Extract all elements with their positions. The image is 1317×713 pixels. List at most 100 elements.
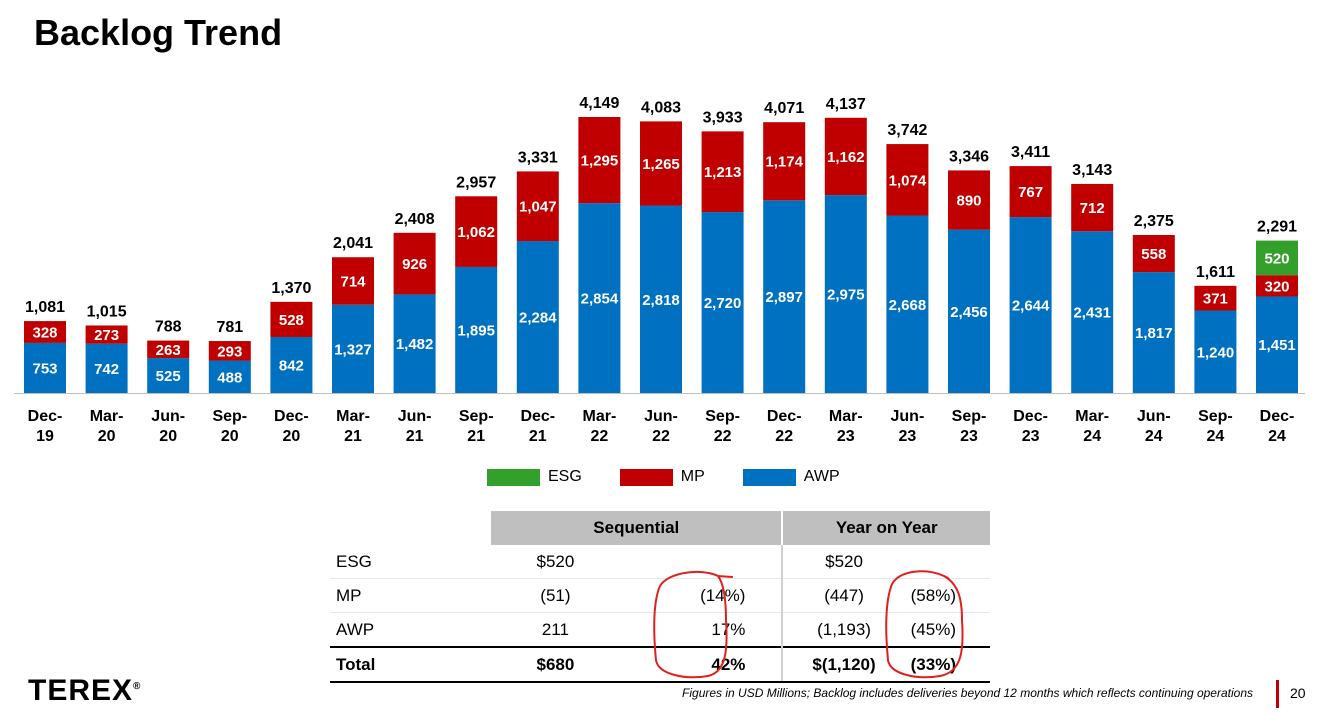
seq-value: $520 — [490, 545, 621, 579]
legend-swatch-mp — [619, 468, 673, 486]
data-label-awp-sep-22: 2,720 — [704, 295, 742, 312]
data-label-mp-dec-24: 320 — [1264, 278, 1289, 295]
bar-mp-dec-20 — [270, 301, 313, 337]
seq-value: $680 — [490, 646, 621, 683]
x-tick-label-year: 24 — [1083, 428, 1101, 445]
data-label-awp-dec-23: 2,644 — [1012, 298, 1050, 315]
total-label-jun-23: 3,742 — [887, 122, 927, 139]
backlog-bar-chart: 753 328 1,081 Dec- 19 742 273 1,015 Mar- 20 525 263… — [14, 95, 1305, 445]
summary-table: Sequential Year on Year ESG $520 $520 MP… — [330, 511, 990, 683]
bar-awp-sep-23 — [948, 229, 990, 393]
x-tick-label-year: 20 — [221, 428, 239, 445]
data-label-mp-jun-23: 1,074 — [889, 172, 927, 189]
data-label-mp-sep-21: 1,062 — [457, 224, 495, 241]
x-tick-label-year: 22 — [714, 428, 732, 445]
bar-mp-dec-23 — [1009, 166, 1052, 218]
data-label-mp-sep-20: 293 — [217, 343, 242, 360]
seq-pct: 42% — [620, 646, 784, 683]
seq-value: (51) — [490, 578, 621, 613]
seq-pct — [620, 545, 784, 579]
bar-mp-sep-24 — [1194, 285, 1237, 311]
bar-awp-dec-21 — [516, 241, 559, 393]
bar-mp-jun-23 — [886, 144, 929, 216]
bar-awp-mar-21 — [332, 304, 374, 393]
legend-item-esg: ESG — [487, 468, 582, 486]
x-tick-label-month: Jun- — [644, 408, 678, 425]
legend-item-mp: MP — [619, 468, 705, 486]
data-label-awp-jun-21: 1,482 — [396, 336, 434, 353]
total-label-sep-23: 3,346 — [949, 148, 989, 165]
x-tick-label-year: 24 — [1207, 428, 1225, 445]
bar-awp-sep-20 — [208, 360, 251, 393]
bar-awp-mar-20 — [85, 343, 128, 393]
bar-mp-mar-23 — [824, 117, 867, 196]
bar-awp-sep-24 — [1194, 310, 1237, 393]
seq-pct: (14%) — [620, 578, 784, 613]
total-label-mar-22: 4,149 — [579, 95, 619, 112]
bar-awp-dec-22 — [763, 200, 806, 393]
data-label-awp-jun-23: 2,668 — [889, 297, 927, 314]
bar-mp-jun-24 — [1132, 235, 1175, 273]
bar-mp-dec-19 — [24, 321, 66, 343]
yoy-pct: (58%) — [904, 578, 990, 613]
data-label-awp-mar-20: 742 — [94, 361, 119, 378]
data-label-mp-jun-22: 1,265 — [642, 156, 680, 173]
x-tick-label-month: Dec- — [274, 408, 309, 425]
data-label-awp-jun-22: 2,818 — [642, 292, 680, 309]
x-tick-label-month: Mar- — [90, 408, 124, 425]
data-label-mp-sep-24: 371 — [1203, 291, 1228, 308]
bar-mp-mar-20 — [85, 325, 128, 344]
total-label-dec-21: 3,331 — [518, 149, 558, 166]
data-label-mp-mar-24: 712 — [1080, 200, 1105, 217]
x-tick-label-month: Sep- — [1198, 408, 1233, 425]
data-label-mp-dec-20: 528 — [279, 312, 304, 329]
x-tick-label-month: Mar- — [336, 408, 370, 425]
data-label-awp-jun-24: 1,817 — [1135, 325, 1173, 342]
data-label-awp-mar-21: 1,327 — [334, 341, 372, 358]
data-label-awp-mar-24: 2,431 — [1073, 305, 1111, 322]
page-number: 20 — [1290, 685, 1306, 701]
data-label-awp-jun-20: 525 — [156, 368, 181, 385]
summary-header-yoy: Year on Year — [782, 511, 990, 545]
bar-awp-mar-23 — [824, 195, 867, 393]
x-tick-label-month: Sep- — [705, 408, 740, 425]
seq-value: 211 — [490, 612, 621, 648]
data-label-mp-dec-21: 1,047 — [519, 199, 557, 216]
seq-pct: 17% — [620, 612, 784, 648]
yoy-value: $(1,120) — [782, 646, 905, 683]
bar-awp-jun-20 — [147, 358, 190, 393]
data-label-mp-dec-19: 328 — [32, 324, 57, 341]
registered-mark: ® — [133, 681, 142, 692]
data-label-awp-dec-24: 1,451 — [1258, 337, 1296, 354]
x-tick-label-year: 22 — [652, 428, 670, 445]
bar-esg-dec-24 — [1256, 240, 1298, 276]
x-tick-label-year: 24 — [1268, 428, 1286, 445]
logo-text: TEREX — [28, 674, 134, 707]
total-label-mar-24: 3,143 — [1072, 162, 1112, 179]
data-label-mp-sep-22: 1,213 — [704, 164, 742, 181]
data-label-esg-dec-24: 520 — [1264, 250, 1289, 267]
bar-awp-sep-21 — [455, 266, 498, 393]
data-label-awp-mar-22: 2,854 — [581, 291, 619, 308]
bar-awp-jun-24 — [1132, 272, 1175, 393]
total-label-jun-20: 788 — [155, 319, 182, 336]
yoy-pct: (45%) — [904, 612, 990, 648]
data-label-mp-mar-23: 1,162 — [827, 149, 865, 166]
bar-awp-dec-19 — [24, 342, 66, 393]
data-label-awp-sep-24: 1,240 — [1197, 344, 1235, 361]
x-tick-label-month: Dec- — [1260, 408, 1295, 425]
bar-mp-jun-22 — [640, 121, 682, 206]
x-tick-label-year: 21 — [529, 428, 547, 445]
total-label-dec-20: 1,370 — [271, 280, 311, 297]
total-label-jun-21: 2,408 — [395, 211, 435, 228]
x-tick-label-month: Dec- — [767, 408, 802, 425]
total-label-dec-24: 2,291 — [1257, 219, 1297, 236]
x-tick-label-year: 21 — [467, 428, 485, 445]
total-label-jun-22: 4,083 — [641, 99, 681, 116]
total-label-mar-23: 4,137 — [826, 96, 866, 113]
row-label: ESG — [330, 545, 491, 579]
terex-logo: TEREX® — [28, 674, 141, 708]
x-tick-label-month: Sep- — [459, 408, 494, 425]
x-tick-label-month: Dec- — [520, 408, 555, 425]
yoy-pct — [904, 545, 990, 579]
